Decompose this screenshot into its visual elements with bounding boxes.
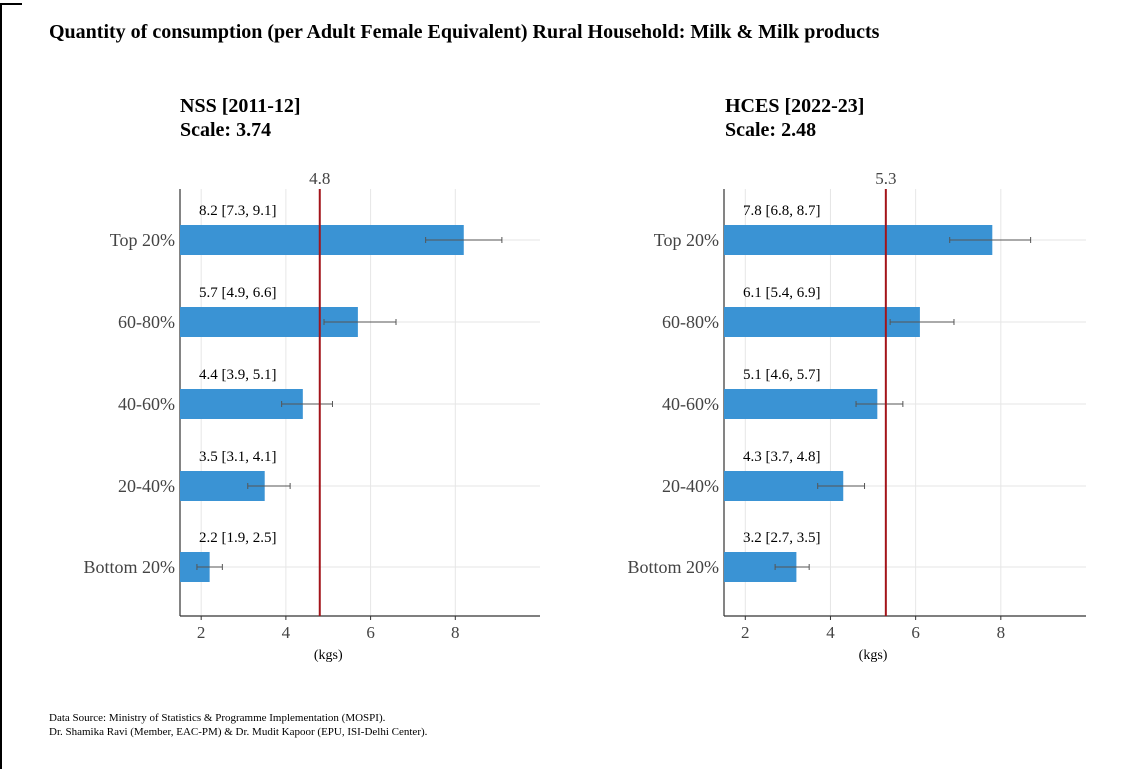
frame-border-top — [0, 3, 22, 5]
bar — [180, 225, 464, 255]
category-label: Bottom 20% — [83, 557, 175, 577]
data-label: 2.2 [1.9, 2.5] — [199, 530, 277, 546]
x-tick-label: 8 — [997, 623, 1006, 642]
data-label: 5.7 [4.9, 6.6] — [199, 285, 277, 301]
panel-left-scale: Scale: 3.74 — [180, 119, 272, 141]
panel-right-title: HCES [2022-23] — [725, 95, 865, 117]
category-label: Top 20% — [110, 230, 175, 250]
panel-left-header: NSS [2011-12] Scale: 3.74 — [180, 94, 301, 142]
x-tick-label: 6 — [366, 623, 375, 642]
category-label: 20-40% — [662, 476, 719, 496]
x-axis-label: (kgs) — [314, 648, 343, 663]
data-label: 4.3 [3.7, 4.8] — [743, 449, 821, 465]
chart-panel-hces: 2 4 6 8 (kgs) Top 20% 7.8 [6.8, 8.7] 60-80% 6.1 … — [627, 169, 1086, 663]
bar — [724, 389, 878, 419]
category-label: 20-40% — [118, 476, 175, 496]
category-label: 60-80% — [118, 312, 175, 332]
reference-label: 5.3 — [875, 169, 896, 188]
x-tick-label: 8 — [451, 623, 460, 642]
data-label: 8.2 [7.3, 9.1] — [199, 203, 277, 219]
data-label: 4.4 [3.9, 5.1] — [199, 367, 277, 383]
footer-authors: Dr. Shamika Ravi (Member, EAC-PM) & Dr. … — [49, 726, 428, 738]
x-tick-label: 6 — [911, 623, 920, 642]
footer-source: Data Source: Ministry of Statistics & Pr… — [49, 712, 386, 724]
data-label: 3.5 [3.1, 4.1] — [199, 449, 277, 465]
category-label: 40-60% — [118, 394, 175, 414]
reference-label: 4.8 — [309, 169, 330, 188]
panel-right-scale: Scale: 2.48 — [725, 119, 817, 141]
bar — [724, 307, 920, 337]
footer: Data Source: Ministry of Statistics & Pr… — [49, 711, 427, 739]
x-tick-label: 4 — [282, 623, 291, 642]
chart-panel-nss: 2 4 6 8 (kgs) Top 20% 8.2 [7.3, 9.1] 60-80% 5.7 … — [83, 169, 540, 663]
data-label: 6.1 [5.4, 6.9] — [743, 285, 821, 301]
category-label: 40-60% — [662, 394, 719, 414]
bar — [724, 225, 993, 255]
main-title: Quantity of consumption (per Adult Femal… — [49, 21, 880, 43]
x-tick-label: 2 — [197, 623, 206, 642]
category-label: Bottom 20% — [627, 557, 719, 577]
category-label: 60-80% — [662, 312, 719, 332]
panel-left-title: NSS [2011-12] — [180, 95, 301, 117]
data-label: 7.8 [6.8, 8.7] — [743, 203, 821, 219]
frame-border-left — [0, 3, 2, 769]
x-axis-label: (kgs) — [859, 648, 888, 663]
data-label: 5.1 [4.6, 5.7] — [743, 367, 821, 383]
category-label: Top 20% — [654, 230, 719, 250]
data-label: 3.2 [2.7, 3.5] — [743, 530, 821, 546]
x-tick-label: 4 — [826, 623, 835, 642]
panel-right-header: HCES [2022-23] Scale: 2.48 — [725, 94, 864, 142]
x-tick-label: 2 — [741, 623, 750, 642]
